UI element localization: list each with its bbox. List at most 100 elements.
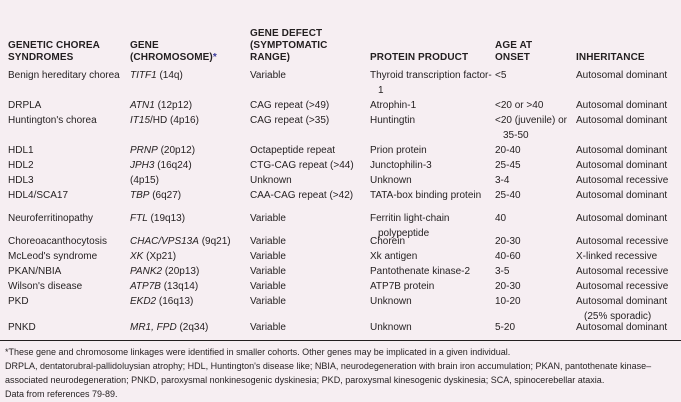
table-row: DRPLA ATN1 (12p12) CAG repeat (>49) Atrophi…: [0, 98, 681, 113]
cell-text: Autosomal dominant: [576, 70, 668, 81]
cell-text: Unknown: [250, 175, 292, 186]
cell-text: Variable: [250, 322, 286, 333]
table-row: Choreoacanthocytosis CHAC/VPS13A (9q21) Va…: [0, 234, 681, 249]
cell-protein: Junctophilin-3: [370, 158, 495, 173]
chromosome: (Xp21): [143, 251, 177, 262]
cell-text: PNKD: [8, 322, 36, 333]
chromosome: (16q24): [154, 160, 192, 171]
footnote-references: Data from references 79-89.: [5, 389, 118, 399]
chromosome: (13q14): [160, 281, 199, 292]
header-line: GENE DEFECT: [250, 28, 323, 39]
cell-age: 3-4: [495, 173, 575, 188]
cell-text: Autosomal recessive: [576, 236, 669, 247]
gene-symbol: CHAC/VPS13A: [130, 236, 199, 247]
cell-text: CAA-CAG repeat (>42): [250, 190, 354, 201]
cell-gene: (4p15): [130, 173, 248, 188]
cell-text: Autosomal dominant: [576, 160, 668, 171]
cell-protein: Atrophin-1: [370, 98, 495, 113]
table-row: PNKD MR1, FPD (2q34) Variable Unknown 5-20 Au…: [0, 320, 681, 335]
cell-text: 10-20: [495, 296, 521, 307]
cell-text: Junctophilin-3: [370, 160, 432, 171]
cell-text: Variable: [250, 296, 286, 307]
cell-text: 20-40: [495, 145, 521, 156]
cell-gene: CHAC/VPS13A (9q21): [130, 234, 248, 249]
cell-text: Prion protein: [370, 145, 427, 156]
cell-protein: Unknown: [370, 320, 495, 335]
cell-inheritance: Autosomal dominant (25% sporadic): [576, 294, 680, 324]
cell-text: HDL1: [8, 145, 34, 156]
table-row: HDL3 (4p15) Unknown Unknown 3-4 Autosomal rec…: [0, 173, 681, 188]
cell-text: 3-4: [495, 175, 510, 186]
cell-syndrome: PKAN/NBIA: [8, 264, 128, 279]
cell-text: Thyroid transcription factor-1: [370, 70, 492, 96]
cell-text: 3-5: [495, 266, 510, 277]
cell-gene: XK (Xp21): [130, 249, 248, 264]
cell-protein: Ferritin light-chain polypeptide: [370, 211, 495, 241]
cell-syndrome: Huntington's chorea: [8, 113, 128, 128]
cell-inheritance: Autosomal dominant: [576, 158, 680, 173]
cell-gene: MR1, FPD (2q34): [130, 320, 248, 335]
cell-text: Variable: [250, 281, 286, 292]
cell-protein: ATP7B protein: [370, 279, 495, 294]
cell-syndrome: DRPLA: [8, 98, 128, 113]
cell-defect: Variable: [250, 234, 368, 249]
cell-age: 20-30: [495, 279, 575, 294]
header-line: PROTEIN PRODUCT: [370, 52, 469, 63]
cell-text: <5: [495, 70, 507, 81]
table-row: McLeod's syndrome XK (Xp21) Variable Xk ant…: [0, 249, 681, 264]
table-row: Wilson's disease ATP7B (13q14) Variable ATP…: [0, 279, 681, 294]
chromosome: (12p12): [154, 100, 193, 111]
chromosome: (6q27): [149, 190, 182, 201]
cell-protein: Unknown: [370, 294, 495, 309]
cell-inheritance: Autosomal recessive: [576, 173, 680, 188]
gene-symbol: ATP7B: [130, 281, 161, 292]
footnotes: *These gene and chromosome linkages were…: [5, 345, 677, 401]
cell-age: 20-30: [495, 234, 575, 249]
cell-text: ATP7B protein: [370, 281, 435, 292]
cell-defect: Variable: [250, 249, 368, 264]
cell-text: CAG repeat (>35): [250, 115, 330, 126]
cell-syndrome: Benign hereditary chorea: [8, 68, 128, 83]
header-gene: GENE (CHROMOSOME)*: [130, 40, 248, 64]
header-inheritance: INHERITANCE: [576, 52, 680, 64]
cell-text: 40: [495, 213, 507, 224]
cell-syndrome: Wilson's disease: [8, 279, 128, 294]
cell-text: <20 or >40: [495, 100, 544, 111]
cell-text: Unknown: [370, 322, 412, 333]
cell-defect: CAG repeat (>49): [250, 98, 368, 113]
cell-defect: Variable: [250, 211, 368, 226]
cell-age: 5-20: [495, 320, 575, 335]
table-bottom-rule: [0, 340, 681, 341]
cell-defect: Variable: [250, 294, 368, 309]
cell-protein: Chorein: [370, 234, 495, 249]
cell-syndrome: HDL3: [8, 173, 128, 188]
table-row: HDL1 PRNP (20p12) Octapeptide repeat Prion …: [0, 143, 681, 158]
cell-inheritance: Autosomal dominant: [576, 188, 680, 203]
cell-text: 40-60: [495, 251, 521, 262]
table-row: PKD EKD2 (16q13) Variable Unknown 10-20 Autos…: [0, 294, 681, 322]
cell-protein: Pantothenate kinase-2: [370, 264, 495, 279]
gene-symbol: JPH3: [130, 160, 155, 171]
cell-age: 10-20: [495, 294, 575, 309]
gene-symbol: TITF1: [130, 70, 157, 81]
header-defect: GENE DEFECT (SYMPTOMATIC RANGE): [250, 28, 368, 64]
header-line: GENETIC CHOREA: [8, 40, 100, 51]
table-row: PKAN/NBIA PANK2 (20p13) Variable Pantothena…: [0, 264, 681, 279]
chorea-table: GENETIC CHOREA SYNDROMES GENE (CHROMOSOME)…: [0, 28, 681, 335]
chromosome: (20p12): [157, 145, 196, 156]
table-row: Neuroferritinopathy FTL (19q13) Variable Fe…: [0, 211, 681, 239]
cell-gene: PRNP (20p12): [130, 143, 248, 158]
cell-syndrome: McLeod's syndrome: [8, 249, 128, 264]
cell-age: 40-60: [495, 249, 575, 264]
cell-gene: ATP7B (13q14): [130, 279, 248, 294]
cell-age: <20 (juvenile) or 35-50: [495, 113, 575, 143]
chromosome: (14q): [156, 70, 183, 81]
cell-syndrome: PKD: [8, 294, 128, 309]
chromosome: (16q13): [156, 296, 194, 307]
cell-text: Octapeptide repeat: [250, 145, 336, 156]
cell-text: Variable: [250, 266, 286, 277]
header-line: GENE: [130, 40, 159, 51]
cell-text: HDL2: [8, 160, 34, 171]
cell-defect: Unknown: [250, 173, 368, 188]
header-syndrome: GENETIC CHOREA SYNDROMES: [8, 40, 128, 64]
